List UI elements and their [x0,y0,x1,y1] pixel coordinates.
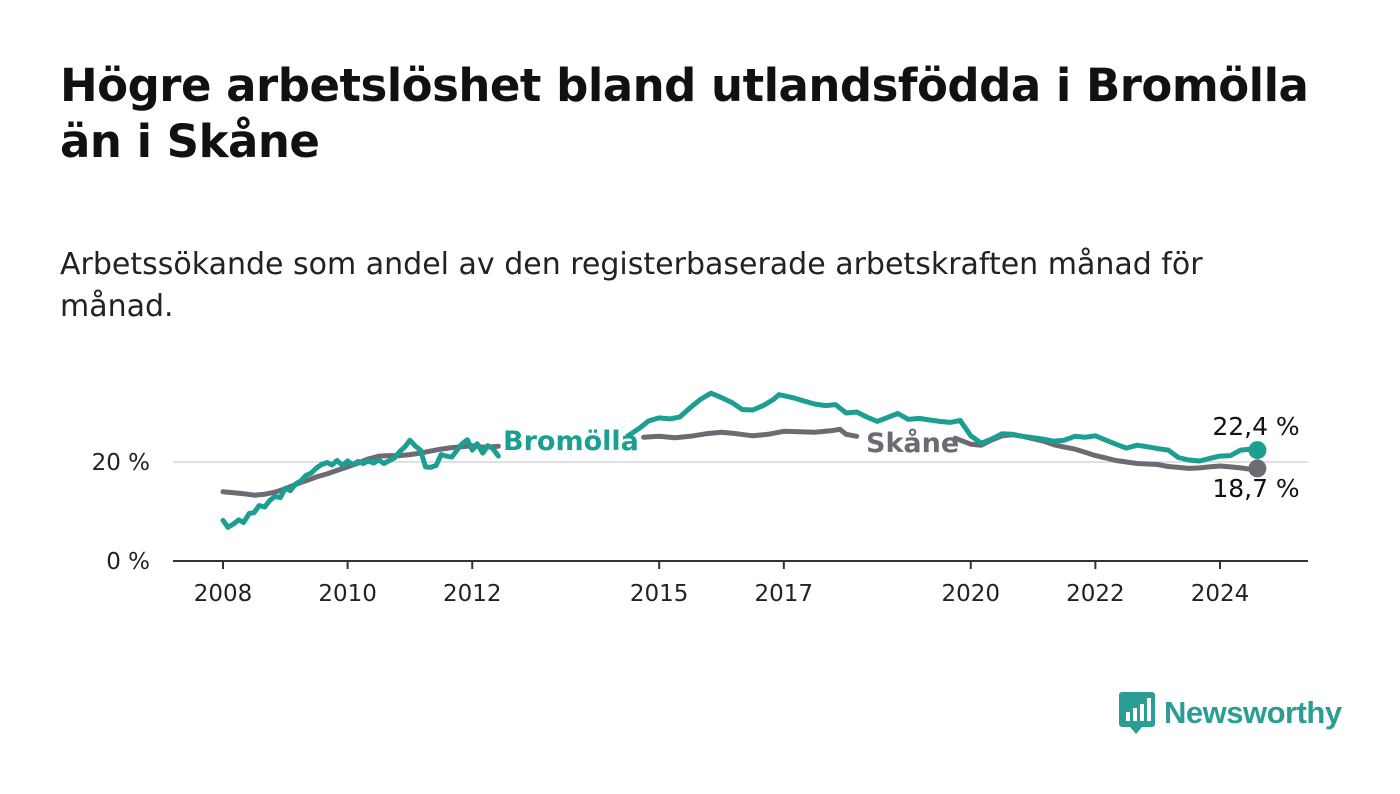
axes: 0 % 20 % 2008 2010 2012 2015 2017 2020 2022 2024 [92,450,1308,607]
newsworthy-logo-icon [1119,692,1155,734]
newsworthy-logo: Newsworthy [1118,690,1342,736]
x-tick-label: 2015 [630,581,689,607]
chart-subtitle: Arbetssökande som andel av den registerb… [60,247,1203,324]
series-line-skne-2 [641,426,860,441]
x-tick-label: 2012 [443,581,502,607]
series-lines [220,390,1260,530]
series-line-bromlla-2 [625,390,1260,464]
x-tick-label: 2008 [194,581,253,607]
chart-title: Högre arbetslöshet bland utlandsfödda i … [60,59,1309,168]
newsworthy-logo-text: Newsworthy [1164,695,1342,730]
x-tick-label: 2010 [318,581,377,607]
series-label-skane: Skåne [866,427,959,459]
series-label-bromolla: Bromölla [503,426,639,457]
end-marker-bromolla [1248,441,1267,460]
x-tick-label: 2022 [1066,581,1125,607]
series-line-bromlla-1 [220,437,501,530]
end-label-skane: 18,7 % [1212,474,1299,503]
y-tick-label: 0 % [106,549,150,575]
series-labels: Bromölla Skåne 22,4 % 18,7 % [503,412,1300,503]
y-tick-label: 20 % [92,450,150,476]
x-tick-label: 2020 [941,581,1000,607]
end-label-bromolla: 22,4 % [1212,412,1299,441]
x-tick-label: 2024 [1191,581,1250,607]
end-marker-skane [1248,459,1267,478]
x-tick-label: 2017 [755,581,814,607]
